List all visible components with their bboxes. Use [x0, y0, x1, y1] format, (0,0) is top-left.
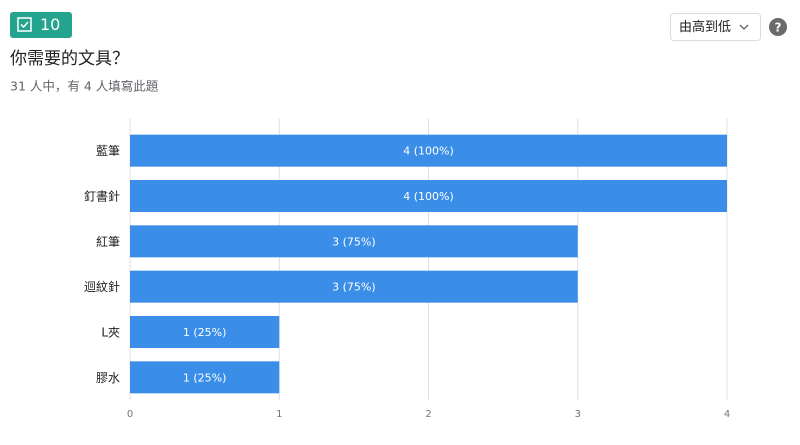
x-tick-label: 1: [276, 409, 282, 420]
bar: [130, 361, 280, 394]
dropdown-arrow: [739, 24, 749, 30]
question-title: 你需要的文具？: [10, 49, 129, 69]
bar: [130, 270, 578, 303]
value-label: 4 (100%): [403, 145, 454, 158]
y-tick-label: 膠水: [96, 371, 120, 385]
bar: [130, 316, 280, 348]
y-tick-label: 藍筆: [96, 144, 120, 158]
check-mark: [20, 21, 29, 29]
value-label: 3 (75%): [332, 235, 376, 248]
response-count: 31 人中，有 4 人填寫此題: [10, 79, 159, 94]
x-tick-label: 3: [575, 409, 581, 420]
x-tick-label: 2: [425, 409, 431, 420]
value-label: 1 (25%): [183, 326, 227, 339]
sort-dropdown[interactable]: [670, 13, 761, 41]
x-tick-label: 0: [127, 409, 133, 420]
bar: [130, 180, 727, 212]
value-label: 1 (25%): [183, 371, 227, 384]
chart: 0 1 2 3 4 藍筆 4 (100%) 釘書針 4 (100%) 紅筆 3 (75%) 迴紋針 3 …: [84, 118, 730, 420]
checkbox-icon: [17, 17, 32, 32]
help-icon[interactable]: [769, 18, 787, 36]
question-number: 10: [40, 15, 60, 34]
value-label: 3 (75%): [332, 281, 376, 294]
bar: [130, 225, 578, 258]
y-tick-label: 釘書針: [84, 189, 120, 204]
sort-option[interactable]: 由高到低: [679, 19, 731, 35]
help-glyph: ?: [775, 21, 782, 35]
y-tick-label: 紅筆: [96, 235, 120, 249]
value-label: 4 (100%): [403, 190, 454, 203]
y-tick-label: L夾: [101, 326, 120, 340]
y-tick-label: 迴紋針: [84, 279, 120, 294]
x-tick-label: 4: [724, 409, 730, 420]
bar: [130, 134, 727, 167]
